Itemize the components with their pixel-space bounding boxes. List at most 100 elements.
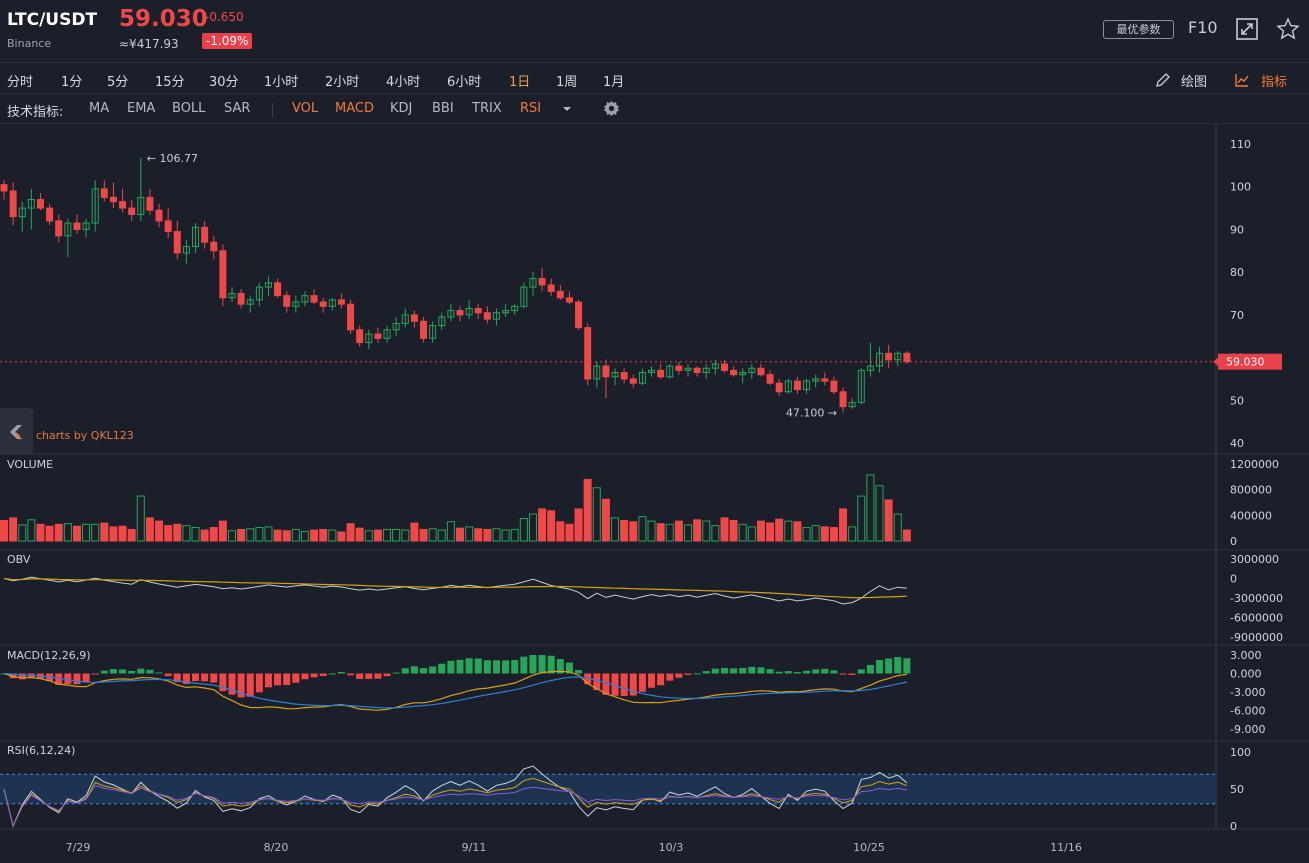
- candle-down: [757, 367, 765, 376]
- qkl-logo-icon: [10, 425, 22, 440]
- volume-bar-down: [346, 523, 355, 542]
- volume-bar-up: [383, 528, 392, 542]
- indicator-ema[interactable]: EMA: [127, 101, 156, 116]
- watermark-text: charts by QKL123: [36, 429, 134, 442]
- volume-bar-down: [565, 523, 574, 542]
- volume-bar-down: [0, 519, 8, 542]
- macd-histogram-bar: [55, 673, 63, 685]
- period-tab[interactable]: 30分: [209, 75, 239, 90]
- macd-histogram-bar: [465, 658, 473, 674]
- macd-histogram-bar: [365, 673, 373, 679]
- volume-bar-up: [611, 517, 620, 542]
- period-tab[interactable]: 1分: [61, 75, 83, 90]
- volume-bar-down: [200, 529, 209, 542]
- candle-down: [474, 307, 482, 314]
- macd-histogram-bar: [392, 672, 400, 674]
- macd-histogram-bar: [803, 670, 811, 674]
- indicator-ma[interactable]: MA: [89, 101, 110, 116]
- volume-bar-down: [629, 521, 638, 542]
- draw-button[interactable]: 绘图: [1181, 75, 1208, 90]
- candle-down: [483, 312, 491, 320]
- star-icon[interactable]: [1276, 17, 1300, 41]
- volume-bar-down: [820, 526, 829, 542]
- candle-down: [410, 314, 418, 322]
- fullscreen-icon[interactable]: [1235, 17, 1259, 41]
- volume-bar-down: [419, 528, 428, 542]
- macd-histogram-bar: [73, 673, 81, 685]
- candle-down: [547, 284, 555, 292]
- candle-up: [264, 282, 272, 288]
- volume-bar-down: [100, 522, 109, 542]
- volume-bar-up: [465, 526, 474, 542]
- indicator-vol[interactable]: VOL: [292, 101, 319, 116]
- volume-bar-up: [528, 513, 537, 542]
- period-tab[interactable]: 1月: [603, 75, 625, 90]
- period-tab[interactable]: 1周: [556, 75, 578, 90]
- macd-histogram-bar: [119, 669, 127, 674]
- volume-bar-up: [300, 530, 309, 542]
- current-price-label: 59.030: [1226, 356, 1265, 369]
- period-tab-active[interactable]: 1日: [509, 75, 531, 90]
- volume-bar-up: [328, 529, 337, 542]
- period-tab[interactable]: 1小时: [264, 75, 299, 90]
- volume-bar-down: [574, 508, 583, 542]
- period-tab[interactable]: 15分: [155, 75, 185, 90]
- optimal-params-button[interactable]: 最优参数: [1103, 20, 1174, 39]
- macd-histogram-bar: [201, 673, 209, 682]
- date-axis-tick: 8/20: [264, 841, 289, 854]
- macd-histogram-bar: [219, 673, 227, 692]
- volume-bar-down: [583, 478, 592, 542]
- obv-axis-tick: 3000000: [1230, 553, 1279, 566]
- macd-histogram-bar: [109, 669, 117, 674]
- volume-bar-down: [310, 529, 319, 542]
- indicator-bbi[interactable]: BBI: [432, 101, 454, 116]
- macd-histogram-bar: [255, 673, 263, 693]
- indicator-toolbar: 技术指标: MA EMA BOLL SAR VOL MACD KDJ BBI T…: [0, 94, 1309, 124]
- divider: [272, 103, 273, 117]
- indicator-rsi[interactable]: RSI: [520, 101, 542, 116]
- period-tab[interactable]: 6小时: [447, 75, 482, 90]
- indicator-sar[interactable]: SAR: [224, 101, 251, 116]
- indicator-trix[interactable]: TRIX: [472, 101, 502, 116]
- volume-bar-down: [373, 529, 382, 542]
- macd-histogram-bar: [347, 673, 355, 676]
- volume-bar-up: [91, 523, 100, 542]
- volume-bar-down: [72, 525, 81, 542]
- candle-down: [693, 367, 701, 374]
- candle-up: [748, 367, 756, 374]
- volume-bar-down: [601, 498, 610, 542]
- volume-bar-down: [218, 520, 227, 542]
- date-axis-tick: 7/29: [66, 841, 91, 854]
- macd-histogram-bar: [146, 669, 154, 674]
- rsi-axis-tick: 50: [1230, 783, 1244, 796]
- indicator-kdj[interactable]: KDJ: [390, 101, 413, 116]
- candle-down: [575, 301, 583, 329]
- period-tab[interactable]: 4小时: [386, 75, 421, 90]
- gear-icon[interactable]: [603, 100, 620, 117]
- volume-bar-up: [446, 521, 455, 542]
- indicator-macd[interactable]: MACD: [335, 101, 374, 116]
- indicator-boll[interactable]: BOLL: [172, 101, 206, 116]
- macd-histogram-bar: [730, 668, 738, 674]
- volume-bar-down: [155, 520, 164, 542]
- period-tab[interactable]: 2小时: [325, 75, 360, 90]
- period-tab[interactable]: 5分: [107, 75, 129, 90]
- period-tab[interactable]: 分时: [7, 75, 34, 90]
- macd-histogram-bar: [228, 673, 236, 695]
- volume-bar-up: [246, 528, 255, 542]
- volume-bar-up: [848, 526, 857, 542]
- volume-bar-down: [720, 517, 729, 542]
- price-axis-tick: 40: [1230, 437, 1244, 450]
- macd-histogram-bar: [711, 668, 719, 674]
- volume-bar-down: [775, 518, 784, 542]
- f10-button[interactable]: F10: [1188, 18, 1218, 37]
- indicator-button[interactable]: 指标: [1261, 75, 1288, 90]
- candle-down: [9, 190, 17, 218]
- candle-up: [182, 246, 190, 254]
- candle-down: [237, 293, 245, 305]
- macd-histogram-bar: [556, 659, 564, 674]
- caret-down-icon[interactable]: [562, 105, 572, 113]
- candle-up: [255, 286, 263, 301]
